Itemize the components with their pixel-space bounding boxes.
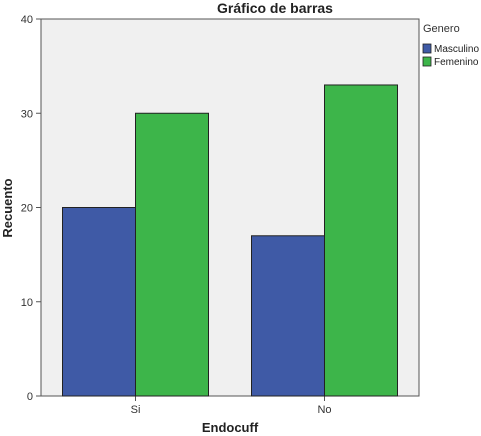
legend-label-masculino: Masculino: [434, 44, 479, 55]
bar-femenino-si: [135, 112, 209, 397]
x-axis: Si No: [131, 396, 332, 416]
legend-title: Genero: [423, 23, 460, 35]
y-tick-label: 20: [21, 203, 33, 215]
bar-femenino-no: [324, 84, 398, 397]
y-tick-label: 10: [21, 297, 33, 309]
bar-masculino-no: [251, 235, 325, 397]
chart-title: Gráfico de barras: [217, 0, 333, 16]
y-axis-label: Recuento: [0, 178, 15, 237]
x-axis-label: Endocuff: [202, 420, 259, 435]
legend-swatch-femenino: [422, 56, 432, 67]
legend-label-femenino: Femenino: [434, 57, 479, 68]
legend-swatch-masculino: [422, 43, 432, 54]
y-tick-label: 0: [27, 391, 33, 403]
y-axis: 0 10 20 30 40: [21, 14, 41, 403]
x-tick-label: Si: [131, 404, 141, 416]
bar-masculino-si: [62, 207, 136, 397]
bars-group: [62, 84, 398, 397]
y-tick-label: 30: [21, 108, 33, 120]
x-tick-label: No: [317, 404, 331, 416]
y-tick-label: 40: [21, 14, 33, 26]
legend: Genero Masculino Femenino: [422, 23, 479, 68]
